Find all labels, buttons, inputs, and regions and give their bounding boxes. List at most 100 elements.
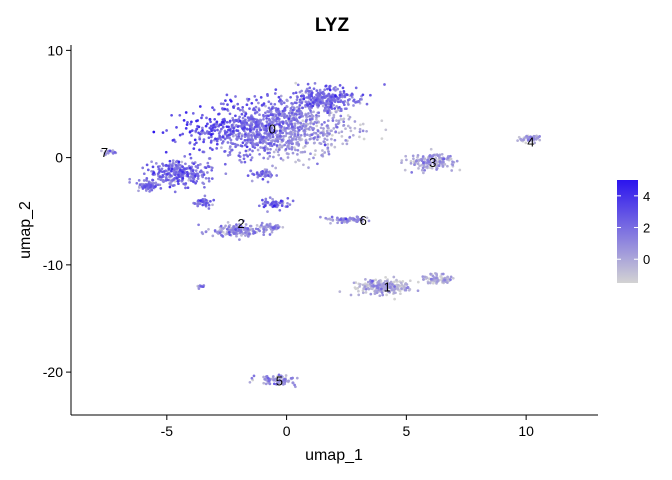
cell-point (425, 276, 429, 280)
cell-point (207, 203, 211, 207)
cell-point (225, 93, 229, 97)
cell-point (329, 129, 333, 133)
cell-point (438, 155, 441, 159)
cell-point (330, 142, 333, 146)
cell-point (304, 139, 308, 143)
cell-point (274, 88, 278, 91)
cell-point (271, 113, 274, 117)
cell-point (353, 217, 356, 221)
cell-point (273, 139, 277, 143)
cell-point (296, 153, 299, 156)
cell-point (369, 292, 373, 296)
cell-point (325, 99, 329, 103)
cell-point (350, 217, 353, 220)
cell-point (190, 120, 193, 124)
cell-point (248, 124, 252, 128)
cell-point (186, 173, 189, 176)
cell-point (336, 122, 340, 125)
cluster-labels: 0 1 2 3 4 5 6 7 (101, 122, 535, 389)
cell-point (253, 95, 257, 98)
cell-point (270, 174, 274, 177)
cell-point (331, 116, 335, 120)
cell-point (285, 105, 289, 108)
cell-point (113, 150, 117, 154)
cell-point (323, 137, 327, 141)
cell-point (395, 278, 398, 282)
cell-point (173, 177, 176, 181)
cell-point (288, 203, 292, 206)
cell-point (335, 125, 339, 129)
cell-point (259, 141, 262, 144)
cell-point (248, 380, 252, 384)
cell-point (171, 139, 175, 142)
cell-point (316, 162, 319, 166)
cell-point (307, 157, 311, 161)
cell-point (262, 230, 266, 234)
cell-point (278, 132, 282, 135)
cell-point (221, 140, 225, 143)
cell-point (138, 183, 142, 186)
cell-point (312, 156, 315, 160)
cell-point (175, 177, 179, 180)
cell-point (311, 104, 315, 108)
cell-point (152, 130, 156, 134)
cell-point (264, 124, 268, 128)
cell-point (280, 125, 283, 128)
cell-point (242, 219, 245, 223)
cell-point (287, 123, 290, 127)
cell-point (286, 144, 290, 147)
cell-point (231, 228, 235, 231)
cell-point (416, 289, 420, 293)
cell-point (358, 285, 361, 288)
cell-point (309, 125, 312, 129)
cell-point (306, 103, 309, 107)
cell-point (183, 155, 187, 158)
cell-point (366, 280, 370, 284)
cell-point (279, 199, 283, 203)
cell-point (194, 169, 198, 172)
cell-point (327, 92, 331, 96)
cell-point (260, 223, 263, 227)
cell-point (231, 130, 235, 133)
cell-point (354, 101, 357, 104)
cell-point (383, 83, 386, 86)
cell-point (279, 157, 283, 160)
cell-point (162, 170, 166, 173)
cell-point (351, 133, 355, 137)
cell-point (320, 96, 324, 99)
cell-point (293, 146, 296, 149)
cell-point (328, 100, 332, 103)
cell-point (304, 119, 308, 123)
cell-point (297, 135, 301, 139)
cell-point (201, 285, 205, 289)
cell-point (428, 281, 432, 285)
cell-point (199, 169, 203, 173)
cell-point (238, 119, 242, 123)
cell-point (299, 94, 303, 98)
cell-point (182, 182, 186, 186)
cell-point (188, 130, 192, 134)
cell-point (437, 164, 441, 168)
cell-point (203, 194, 207, 198)
cell-point (202, 138, 206, 141)
cell-point (323, 151, 327, 154)
cell-point (353, 120, 357, 123)
cell-point (173, 173, 177, 177)
cell-point (247, 97, 251, 101)
cell-point (213, 117, 217, 121)
cell-point (301, 124, 305, 128)
cell-point (252, 107, 256, 110)
cell-point (276, 107, 280, 111)
cell-point (275, 122, 279, 126)
cell-point (361, 289, 365, 292)
cell-point (264, 174, 268, 178)
cell-point (278, 143, 282, 147)
cell-point (430, 166, 434, 170)
cell-point (267, 100, 271, 104)
cell-point (417, 167, 420, 170)
x-ticks: -5 0 5 10 (161, 415, 534, 439)
cell-point (289, 95, 292, 99)
cell-point (311, 128, 315, 132)
cell-point (250, 133, 253, 137)
cell-point (151, 165, 155, 169)
